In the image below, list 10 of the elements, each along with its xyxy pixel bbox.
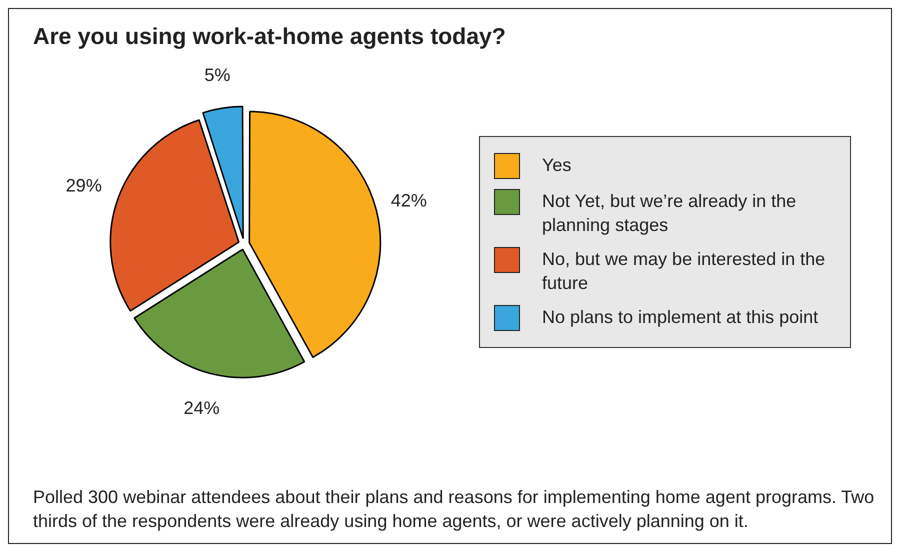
legend-label: No plans to implement at this point [542, 306, 818, 329]
legend-label: Not Yet, but we’re already in the planning stages [542, 190, 798, 237]
data-label: 24% [184, 398, 220, 418]
data-label: 5% [204, 64, 230, 85]
data-label: 29% [66, 175, 102, 196]
legend-label: Yes [542, 154, 572, 177]
text: Polled 300 webinar attendees about their plans and reasons for implementing home agent programs. Two thirds of the respondents were already using home agents, or were actively planning on it. [33, 486, 876, 533]
chart-title: Are you using work-at-home agents today? [32, 22, 507, 50]
legend-label: No, but we may be interested in the future [542, 248, 826, 295]
data-label: 42% [390, 190, 427, 211]
